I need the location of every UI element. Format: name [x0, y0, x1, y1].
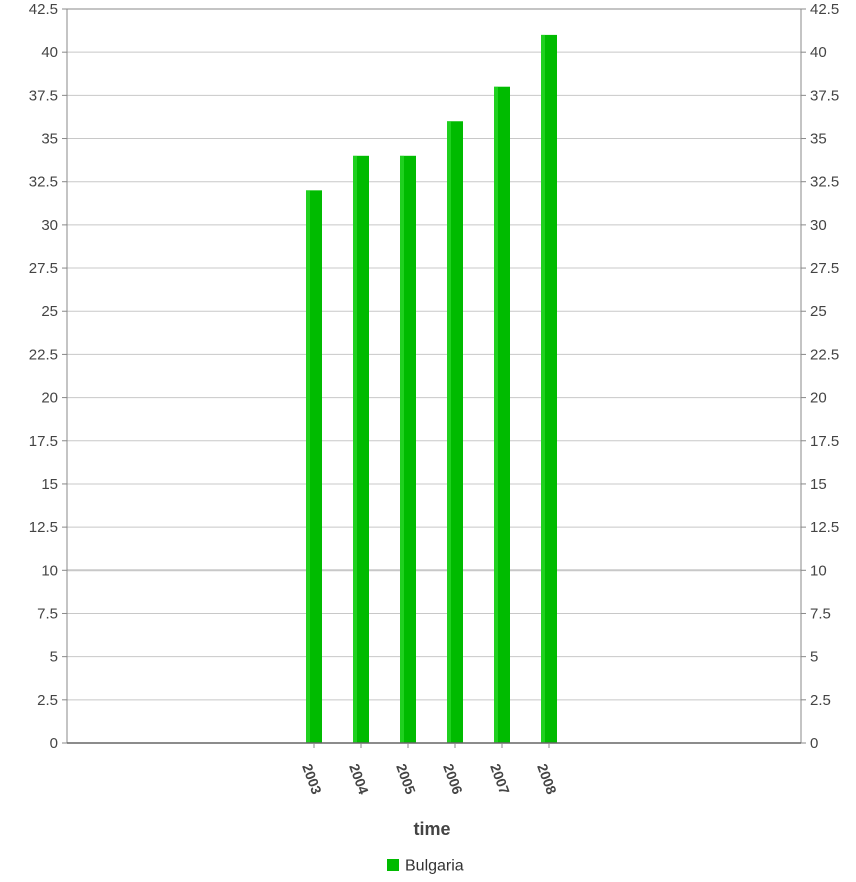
x-tick-label: 2003 — [299, 762, 325, 797]
y-tick-label-left: 27.5 — [29, 260, 58, 277]
y-tick-label-left: 25 — [41, 303, 58, 320]
y-tick-label-right: 27.5 — [810, 260, 839, 277]
y-tick-label-right: 22.5 — [810, 346, 839, 363]
x-tick-label: 2004 — [346, 762, 372, 797]
y-tick-label-right: 10 — [810, 562, 827, 579]
bar-highlight — [447, 121, 451, 743]
y-tick-label-left: 42.5 — [29, 1, 58, 18]
y-tick-label-left: 37.5 — [29, 87, 58, 104]
y-tick-label-left: 12.5 — [29, 519, 58, 536]
y-tick-label-right: 0 — [810, 735, 818, 752]
y-tick-label-left: 7.5 — [37, 605, 58, 622]
y-tick-label-right: 37.5 — [810, 87, 839, 104]
y-tick-label-right: 17.5 — [810, 433, 839, 450]
y-tick-label-right: 40 — [810, 44, 827, 61]
legend: Bulgaria — [387, 858, 464, 875]
y-tick-label-left: 40 — [41, 44, 58, 61]
y-tick-label-left: 2.5 — [37, 692, 58, 709]
legend-label-bulgaria: Bulgaria — [405, 858, 464, 875]
y-tick-label-right: 25 — [810, 303, 827, 320]
bar-highlight — [400, 155, 404, 744]
y-tick-label-left: 5 — [50, 649, 58, 666]
bar-highlight — [306, 190, 310, 743]
bar-highlight — [541, 34, 545, 743]
legend-swatch-bulgaria — [387, 859, 399, 871]
bars — [306, 34, 557, 744]
y-tick-label-right: 32.5 — [810, 174, 839, 191]
y-tick-label-right: 20 — [810, 390, 827, 407]
y-tick-label-right: 7.5 — [810, 605, 831, 622]
bar-highlight — [353, 155, 357, 744]
y-tick-label-left: 17.5 — [29, 433, 58, 450]
y-tick-label-right: 35 — [810, 131, 827, 148]
y-tick-label-left: 10 — [41, 562, 58, 579]
y-axis-left-ticks: 0 2.5 5 7.5 10 12.5 15 17.5 20 22.5 25 27.5 30 32.5 35… — [29, 1, 67, 752]
gridlines — [67, 8, 801, 701]
y-tick-label-right: 2.5 — [810, 692, 831, 709]
y-tick-label-right: 15 — [810, 476, 827, 493]
y-tick-label-right: 12.5 — [810, 519, 839, 536]
y-tick-label-left: 32.5 — [29, 174, 58, 191]
x-tick-label: 2007 — [487, 762, 513, 797]
y-tick-label-left: 15 — [41, 476, 58, 493]
y-tick-label-left: 20 — [41, 390, 58, 407]
y-tick-label-left: 22.5 — [29, 346, 58, 363]
x-axis-title: time — [413, 819, 450, 839]
y-axis-right-ticks: 0 2.5 5 7.5 10 12.5 15 17.5 20 22.5 25 27.5 30 32.5 35… — [801, 1, 839, 752]
y-tick-label-left: 0 — [50, 735, 58, 752]
x-axis-ticks: 2003 2004 2005 2006 2007 2008 — [299, 743, 560, 796]
axes — [66, 8, 802, 744]
x-tick-label: 2008 — [534, 762, 560, 797]
y-tick-label-left: 30 — [41, 217, 58, 234]
y-tick-label-right: 30 — [810, 217, 827, 234]
bar-highlight — [494, 86, 498, 743]
y-tick-label-right: 5 — [810, 649, 818, 666]
y-tick-label-left: 35 — [41, 131, 58, 148]
x-tick-label: 2006 — [440, 762, 466, 797]
x-tick-label: 2005 — [393, 762, 419, 797]
y-tick-label-right: 42.5 — [810, 1, 839, 18]
